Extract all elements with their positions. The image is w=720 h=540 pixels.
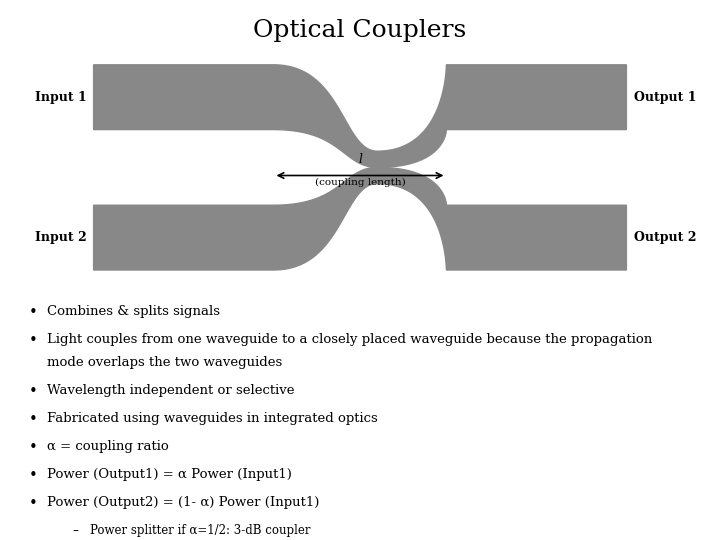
Text: •: •	[29, 468, 37, 483]
Text: Fabricated using waveguides in integrated optics: Fabricated using waveguides in integrate…	[47, 412, 377, 425]
Text: l: l	[358, 153, 362, 166]
Text: Power splitter if α=1/2: 3-dB coupler: Power splitter if α=1/2: 3-dB coupler	[90, 524, 310, 537]
Text: Output 2: Output 2	[634, 231, 696, 244]
Text: •: •	[29, 440, 37, 455]
Text: •: •	[29, 384, 37, 399]
Text: Input 2: Input 2	[35, 231, 86, 244]
Text: (coupling length): (coupling length)	[315, 178, 405, 187]
Polygon shape	[94, 167, 626, 270]
Text: •: •	[29, 496, 37, 511]
Text: Combines & splits signals: Combines & splits signals	[47, 305, 220, 318]
Text: •: •	[29, 412, 37, 427]
Text: •: •	[29, 333, 37, 348]
Text: Light couples from one waveguide to a closely placed waveguide because the propa: Light couples from one waveguide to a cl…	[47, 333, 652, 346]
Text: Wavelength independent or selective: Wavelength independent or selective	[47, 384, 294, 397]
Text: Power (Output2) = (1- α) Power (Input1): Power (Output2) = (1- α) Power (Input1)	[47, 496, 319, 509]
Text: Optical Couplers: Optical Couplers	[253, 19, 467, 42]
Polygon shape	[94, 65, 626, 167]
Text: mode overlaps the two waveguides: mode overlaps the two waveguides	[47, 356, 282, 369]
Text: •: •	[29, 305, 37, 320]
Text: Output 1: Output 1	[634, 91, 696, 104]
Text: α = coupling ratio: α = coupling ratio	[47, 440, 168, 453]
Text: Power (Output1) = α Power (Input1): Power (Output1) = α Power (Input1)	[47, 468, 292, 481]
Text: Input 1: Input 1	[35, 91, 86, 104]
Text: –: –	[72, 524, 78, 537]
